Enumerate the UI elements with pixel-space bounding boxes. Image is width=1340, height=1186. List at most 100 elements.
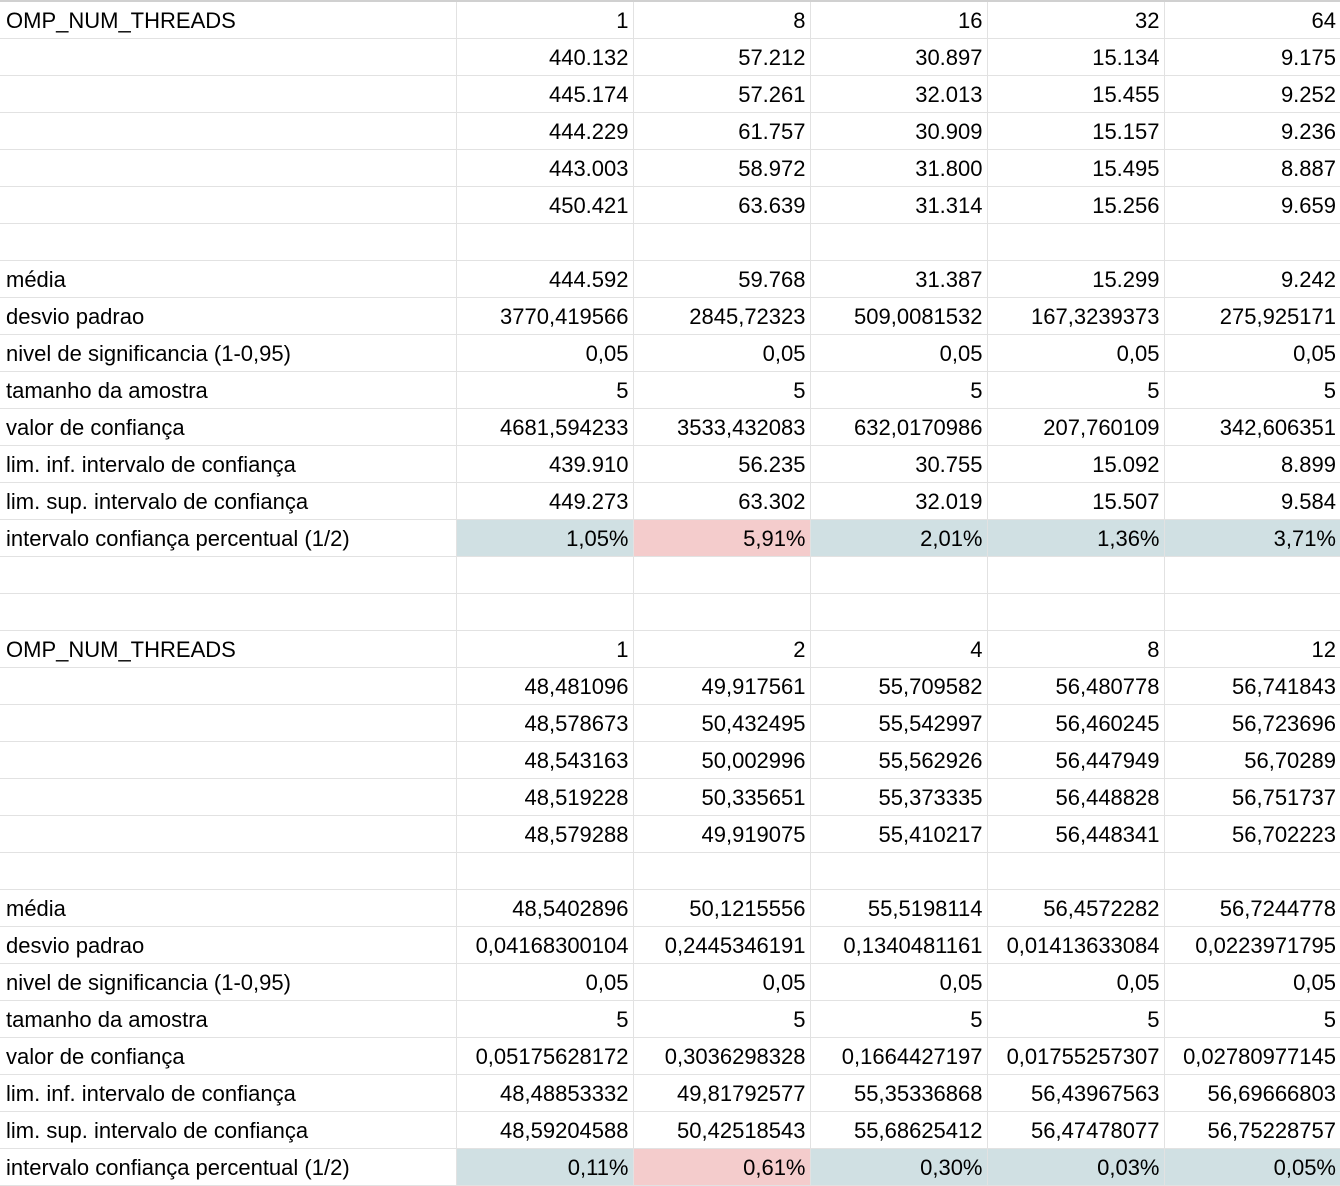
run-value-cell[interactable]: 49,917561 xyxy=(632,667,811,705)
run-value-cell[interactable]: 56,447949 xyxy=(986,741,1165,779)
stat-value-cell[interactable]: 5 xyxy=(809,371,988,409)
stat-value-cell[interactable]: 9.584 xyxy=(1163,482,1340,520)
stat-value-cell[interactable]: 32.019 xyxy=(809,482,988,520)
stat-value-cell[interactable]: 0,05 xyxy=(1163,334,1340,372)
stat-value-cell[interactable]: 50,42518543 xyxy=(632,1111,811,1149)
stat-value-cell[interactable]: 0,3036298328 xyxy=(632,1037,811,1075)
run-value-cell[interactable]: 63.639 xyxy=(632,186,811,224)
stat-value-cell[interactable]: 0,1340481161 xyxy=(809,926,988,964)
thread-count-cell[interactable]: 8 xyxy=(986,630,1165,668)
percent-cell-max[interactable]: 0,61% xyxy=(632,1148,811,1186)
stat-value-cell[interactable]: 2845,72323 xyxy=(632,297,811,335)
empty-cell[interactable] xyxy=(0,556,457,594)
percent-cell-highlighted[interactable]: 0,03% xyxy=(986,1148,1165,1186)
stat-value-cell[interactable]: 5 xyxy=(986,1000,1165,1038)
run-value-cell[interactable]: 50,432495 xyxy=(632,704,811,742)
stat-value-cell[interactable]: 56,47478077 xyxy=(986,1111,1165,1149)
empty-cell[interactable] xyxy=(1163,593,1340,631)
run-value-cell[interactable]: 30.909 xyxy=(809,112,988,150)
stat-value-cell[interactable]: 0,04168300104 xyxy=(455,926,634,964)
stat-value-cell[interactable]: 444.592 xyxy=(455,260,634,298)
stat-value-cell[interactable]: 15.092 xyxy=(986,445,1165,483)
stat-label[interactable]: valor de confiança xyxy=(0,408,457,446)
thread-count-cell[interactable]: 4 xyxy=(809,630,988,668)
empty-cell[interactable] xyxy=(455,223,634,261)
stat-label[interactable]: média xyxy=(0,260,457,298)
stat-value-cell[interactable]: 0,05 xyxy=(455,334,634,372)
stat-value-cell[interactable]: 3533,432083 xyxy=(632,408,811,446)
stat-value-cell[interactable]: 5 xyxy=(1163,371,1340,409)
run-value-cell[interactable]: 443.003 xyxy=(455,149,634,187)
stat-value-cell[interactable]: 56,43967563 xyxy=(986,1074,1165,1112)
empty-cell[interactable] xyxy=(632,223,811,261)
thread-count-cell[interactable]: 32 xyxy=(986,0,1165,39)
empty-cell[interactable] xyxy=(0,815,457,853)
stat-value-cell[interactable]: 56,4572282 xyxy=(986,889,1165,927)
stat-label[interactable]: lim. sup. intervalo de confiança xyxy=(0,1111,457,1149)
run-value-cell[interactable]: 15.256 xyxy=(986,186,1165,224)
stat-value-cell[interactable]: 439.910 xyxy=(455,445,634,483)
empty-cell[interactable] xyxy=(0,593,457,631)
stat-value-cell[interactable]: 9.242 xyxy=(1163,260,1340,298)
empty-cell[interactable] xyxy=(0,778,457,816)
empty-cell[interactable] xyxy=(455,593,634,631)
stat-value-cell[interactable]: 0,05 xyxy=(986,334,1165,372)
run-value-cell[interactable]: 31.800 xyxy=(809,149,988,187)
stat-value-cell[interactable]: 30.755 xyxy=(809,445,988,483)
stat-value-cell[interactable]: 5 xyxy=(632,1000,811,1038)
run-value-cell[interactable]: 48,481096 xyxy=(455,667,634,705)
thread-count-cell[interactable]: 16 xyxy=(809,0,988,39)
stat-value-cell[interactable]: 0,05 xyxy=(455,963,634,1001)
stat-label[interactable]: lim. inf. intervalo de confiança xyxy=(0,445,457,483)
stat-value-cell[interactable]: 5 xyxy=(809,1000,988,1038)
percent-cell-highlighted[interactable]: 3,71% xyxy=(1163,519,1340,557)
stat-label[interactable]: tamanho da amostra xyxy=(0,1000,457,1038)
run-value-cell[interactable]: 56,460245 xyxy=(986,704,1165,742)
stat-label[interactable]: desvio padrao xyxy=(0,297,457,335)
stat-value-cell[interactable]: 56,7244778 xyxy=(1163,889,1340,927)
empty-cell[interactable] xyxy=(0,741,457,779)
stat-label[interactable]: nivel de significancia (1-0,95) xyxy=(0,963,457,1001)
stat-value-cell[interactable]: 48,59204588 xyxy=(455,1111,634,1149)
stat-label[interactable]: intervalo confiança percentual (1/2) xyxy=(0,519,457,557)
empty-cell[interactable] xyxy=(0,186,457,224)
run-value-cell[interactable]: 440.132 xyxy=(455,38,634,76)
run-value-cell[interactable]: 55,542997 xyxy=(809,704,988,742)
run-value-cell[interactable]: 32.013 xyxy=(809,75,988,113)
empty-cell[interactable] xyxy=(1163,852,1340,890)
stat-value-cell[interactable]: 275,925171 xyxy=(1163,297,1340,335)
stat-label[interactable]: valor de confiança xyxy=(0,1037,457,1075)
run-value-cell[interactable]: 8.887 xyxy=(1163,149,1340,187)
run-value-cell[interactable]: 450.421 xyxy=(455,186,634,224)
stat-value-cell[interactable]: 0,05 xyxy=(809,963,988,1001)
stat-value-cell[interactable]: 509,0081532 xyxy=(809,297,988,335)
run-value-cell[interactable]: 58.972 xyxy=(632,149,811,187)
stat-value-cell[interactable]: 0,05175628172 xyxy=(455,1037,634,1075)
stat-value-cell[interactable]: 5 xyxy=(632,371,811,409)
run-value-cell[interactable]: 56,702223 xyxy=(1163,815,1340,853)
run-value-cell[interactable]: 15.134 xyxy=(986,38,1165,76)
stat-value-cell[interactable]: 0,01413633084 xyxy=(986,926,1165,964)
run-value-cell[interactable]: 56,723696 xyxy=(1163,704,1340,742)
run-value-cell[interactable]: 61.757 xyxy=(632,112,811,150)
section-2-header-label[interactable]: OMP_NUM_THREADS xyxy=(0,630,457,668)
run-value-cell[interactable]: 30.897 xyxy=(809,38,988,76)
empty-cell[interactable] xyxy=(986,593,1165,631)
empty-cell[interactable] xyxy=(0,223,457,261)
empty-cell[interactable] xyxy=(632,556,811,594)
percent-cell-max[interactable]: 5,91% xyxy=(632,519,811,557)
run-value-cell[interactable]: 56,448828 xyxy=(986,778,1165,816)
empty-cell[interactable] xyxy=(0,112,457,150)
empty-cell[interactable] xyxy=(986,223,1165,261)
thread-count-cell[interactable]: 1 xyxy=(455,630,634,668)
empty-cell[interactable] xyxy=(809,593,988,631)
empty-cell[interactable] xyxy=(986,852,1165,890)
run-value-cell[interactable]: 55,410217 xyxy=(809,815,988,853)
empty-cell[interactable] xyxy=(0,852,457,890)
stat-value-cell[interactable]: 15.299 xyxy=(986,260,1165,298)
percent-cell-highlighted[interactable]: 0,11% xyxy=(455,1148,634,1186)
empty-cell[interactable] xyxy=(0,75,457,113)
run-value-cell[interactable]: 48,519228 xyxy=(455,778,634,816)
stat-value-cell[interactable]: 207,760109 xyxy=(986,408,1165,446)
stat-value-cell[interactable]: 5 xyxy=(986,371,1165,409)
